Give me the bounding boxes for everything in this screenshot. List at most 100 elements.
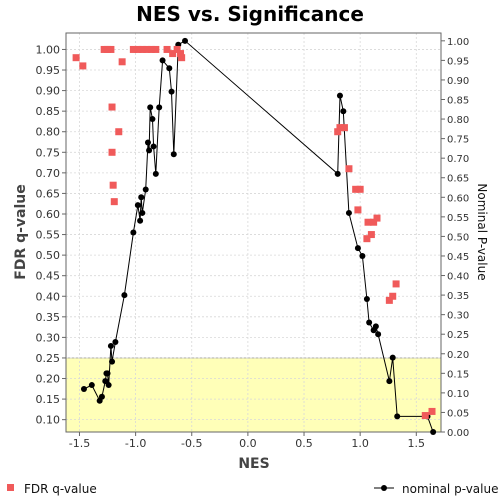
x-tick-label: -1.0: [125, 437, 146, 450]
x-axis: -1.5 -1.0 -0.5 0.0 0.5 1.0 1.5: [69, 432, 425, 450]
p-value-point: [121, 292, 128, 299]
legend-pvalue-label: nominal p-value: [402, 482, 498, 496]
left-tick-label: 0.30: [36, 331, 61, 344]
p-value-point: [366, 319, 373, 326]
p-value-point: [134, 202, 141, 209]
right-tick-label: 0.15: [447, 369, 469, 380]
fdr-point: [178, 54, 186, 62]
p-value-point: [109, 358, 116, 365]
p-value-point: [130, 229, 137, 236]
p-value-point: [105, 382, 112, 389]
p-value-point: [146, 147, 153, 154]
right-tick-label: 0.75: [447, 135, 469, 146]
legend-fdr-swatch: [7, 484, 14, 491]
fdr-point: [110, 198, 118, 206]
fdr-point: [152, 45, 160, 53]
right-tick-label: 0.10: [447, 389, 469, 400]
p-value-point: [386, 378, 393, 385]
fdr-point: [72, 54, 80, 62]
left-tick-label: 0.85: [36, 105, 61, 118]
p-value-point: [375, 331, 382, 338]
left-tick-label: 0.75: [36, 146, 61, 159]
right-tick-label: 0.60: [447, 193, 469, 204]
p-value-point: [159, 57, 166, 64]
p-value-point: [80, 385, 87, 392]
fdr-point: [108, 148, 116, 156]
right-tick-label: 0.20: [447, 350, 469, 361]
p-value-point: [144, 139, 151, 146]
p-value-point: [102, 378, 109, 385]
x-axis-title: NES: [238, 456, 269, 472]
p-value-point: [112, 339, 119, 346]
left-tick-label: 1.00: [36, 43, 61, 56]
p-value-point: [150, 143, 157, 150]
right-y-axis: 0.00 0.05 0.10 0.15 0.20 0.25 0.30 0.35 0.40 0.45…: [441, 37, 469, 439]
right-tick-label: 1.00: [447, 37, 469, 48]
right-tick-label: 0.95: [447, 56, 469, 67]
fdr-point: [134, 45, 142, 53]
fdr-point: [107, 45, 115, 53]
x-tick-label: -0.5: [181, 437, 202, 450]
left-tick-label: 0.65: [36, 187, 61, 200]
legend: FDR q-value nominal p-value: [7, 482, 498, 496]
p-value-point: [394, 413, 401, 420]
right-tick-label: 0.65: [447, 174, 469, 185]
fdr-point: [138, 45, 146, 53]
left-tick-label: 0.15: [36, 393, 61, 406]
fdr-point: [392, 280, 400, 288]
left-tick-label: 0.80: [36, 126, 61, 139]
p-value-point: [359, 252, 366, 259]
chart-title: NES vs. Significance: [136, 2, 364, 26]
p-value-point: [107, 342, 114, 349]
p-value-point: [142, 186, 149, 193]
p-value-point: [166, 65, 173, 72]
left-tick-label: 0.70: [36, 167, 61, 180]
fdr-point: [385, 296, 393, 304]
fdr-point: [163, 45, 171, 53]
fdr-point: [169, 50, 177, 58]
x-tick-label: -1.5: [69, 437, 90, 450]
fdr-point: [428, 407, 436, 415]
series-fdr-q-value: [72, 45, 436, 420]
p-value-point: [156, 104, 163, 111]
fdr-point: [336, 124, 344, 132]
p-value-point: [182, 37, 189, 44]
left-tick-label: 0.95: [36, 64, 61, 77]
fdr-point: [356, 185, 364, 193]
fdr-point: [345, 165, 353, 173]
fdr-point: [177, 50, 185, 58]
fdr-point: [389, 292, 397, 300]
fdr-point: [364, 218, 372, 226]
right-tick-label: 0.40: [447, 272, 469, 283]
legend-pvalue-marker: [381, 485, 387, 491]
x-tick-label: 1.5: [408, 437, 426, 450]
left-tick-label: 0.35: [36, 311, 61, 324]
p-value-point: [147, 104, 154, 111]
plot-border: [65, 32, 442, 433]
left-tick-label: 0.60: [36, 208, 61, 221]
fdr-point: [367, 231, 375, 239]
right-tick-label: 0.05: [447, 408, 469, 419]
p-value-point: [389, 354, 396, 361]
right-tick-label: 0.30: [447, 311, 469, 322]
left-tick-label: 0.40: [36, 290, 61, 303]
right-tick-label: 0.35: [447, 291, 469, 302]
right-tick-label: 0.85: [447, 96, 469, 107]
p-value-point: [430, 429, 437, 435]
fdr-point: [79, 62, 87, 70]
left-tick-label: 0.45: [36, 270, 61, 283]
fdr-point: [354, 206, 362, 214]
right-tick-label: 0.25: [447, 330, 469, 341]
fdr-point: [373, 214, 381, 222]
series-nominal-p-value: [80, 37, 437, 435]
left-tick-label: 0.20: [36, 373, 61, 386]
p-value-point: [336, 92, 343, 99]
left-tick-label: 0.50: [36, 249, 61, 262]
fdr-point: [334, 128, 342, 136]
p-value-point: [149, 116, 156, 123]
right-tick-label: 0.45: [447, 252, 469, 263]
fdr-point: [115, 128, 123, 136]
right-tick-label: 0.55: [447, 213, 469, 224]
left-tick-label: 0.55: [36, 229, 61, 242]
